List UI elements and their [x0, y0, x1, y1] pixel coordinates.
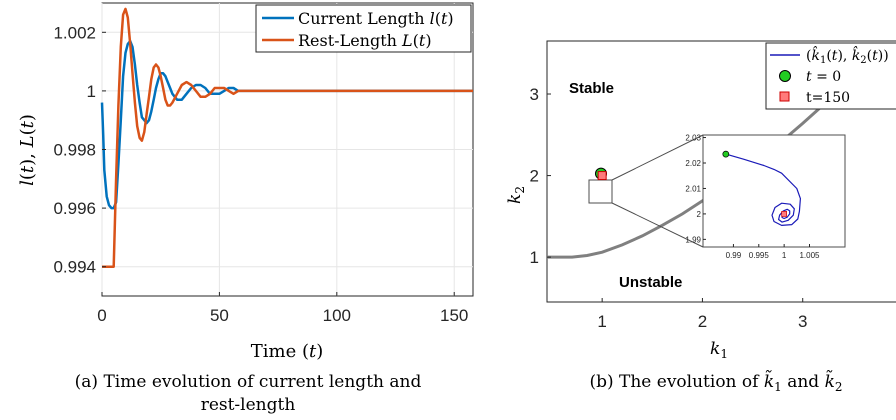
marker-end — [597, 171, 607, 181]
chart-a-xlabel: Time (t) — [251, 341, 324, 362]
inset-tick-label-x: 0.99 — [726, 251, 742, 260]
region-label-unstable: Unstable — [619, 274, 682, 291]
chart-b: 1 2 3 1 2 3 Stable Unstable 0.99 0.995 1 1.005 1.… — [505, 40, 896, 394]
chart-a-ticks: 0 50 100 150 0.994 0.996 0.998 1 1.002 — [53, 23, 468, 325]
tick-label-x: 0 — [97, 306, 106, 325]
tick-label-y: 1.002 — [53, 23, 96, 42]
legend-label-current: Current Length l(t) — [298, 9, 454, 28]
inset-marker-start — [722, 150, 730, 158]
series-line-rest — [102, 7, 473, 268]
inset-tick-label-y: 2.02 — [685, 159, 701, 168]
zoom-connector-top — [611, 134, 704, 181]
inset-marker-end — [781, 211, 787, 217]
chart-b-xlabel: k1 — [710, 339, 728, 361]
legend-label-rest: Rest-Length L(t) — [298, 31, 432, 50]
tick-label-x: 2 — [698, 312, 707, 331]
tick-label-y: 0.998 — [53, 141, 96, 160]
chart-b-caption: (b) The evolution of k̃1 and k̃2 — [589, 370, 842, 394]
chart-b-ticks: 1 2 3 1 2 3 — [530, 85, 808, 331]
chart-b-legend: (k̂1(t), k̂2(t)) t = 0 t=150 — [765, 42, 896, 110]
chart-a-legend-box — [255, 4, 472, 53]
inset-tick-label-y: 1.99 — [685, 235, 701, 244]
tick-label-y: 1 — [530, 248, 539, 267]
tick-label-y: 0.994 — [53, 258, 96, 277]
chart-a-caption-line1: (a) Time evolution of current length and — [75, 372, 422, 392]
tick-label-y: 3 — [530, 85, 539, 104]
tick-label-y: 1 — [87, 82, 96, 101]
chart-a-caption-line2: rest-length — [201, 395, 296, 415]
chart-a-legend: Current Length l(t) Rest-Length L(t) — [255, 4, 472, 53]
tick-label-x: 150 — [440, 306, 468, 325]
chart-a-ylabel: l(t), L(t) — [17, 114, 38, 186]
inset-tick-label-x: 1 — [782, 251, 787, 260]
legend-marker-end — [779, 91, 790, 102]
chart-b-ylabel: k2 — [505, 186, 527, 204]
tick-label-y: 0.996 — [53, 199, 96, 218]
tick-label-x: 1 — [597, 312, 606, 331]
inset-tick-label-x: 1.005 — [799, 251, 820, 260]
legend-label-start: t = 0 — [806, 69, 841, 85]
tick-label-x: 3 — [798, 312, 807, 331]
inset-content: 0.99 0.995 1 1.005 1.99 2 2.01 2.02 2.03 — [685, 134, 820, 260]
tick-label-y: 2 — [530, 167, 539, 186]
main-markers — [595, 167, 608, 181]
inset-tick-label-x: 0.995 — [749, 251, 770, 260]
legend-marker-start — [779, 70, 791, 82]
inset-tick-label-y: 2 — [697, 210, 702, 219]
tick-label-x: 50 — [210, 306, 229, 325]
chart-a-lines — [100, 7, 473, 268]
region-label-stable: Stable — [569, 80, 614, 97]
legend-label-path: (k̂1(t), k̂2(t)) — [806, 45, 889, 66]
inset-tick-label-y: 2.01 — [685, 184, 701, 193]
zoom-connector-bottom — [611, 202, 704, 248]
inset-tick-label-y: 2.03 — [685, 134, 701, 143]
inset-chart: 0.99 0.995 1 1.005 1.99 2 2.01 2.02 2.03 — [685, 134, 846, 260]
tick-label-x: 100 — [323, 306, 351, 325]
legend-label-end: t=150 — [806, 90, 850, 106]
chart-a: 0 50 100 150 0.994 0.996 0.998 1 1.002 Current L… — [17, 2, 474, 415]
